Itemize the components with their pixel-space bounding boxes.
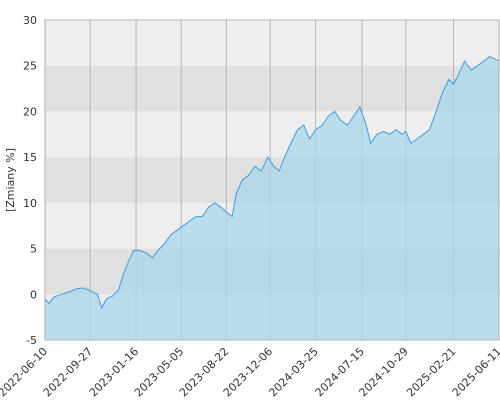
- y-tick-label: 30: [23, 14, 37, 27]
- y-tick-label: 25: [23, 60, 37, 73]
- grid-band: [45, 20, 499, 66]
- y-tick-label: 5: [30, 243, 37, 256]
- y-tick-label: 15: [23, 151, 37, 164]
- area: [45, 56, 499, 340]
- y-tick-label: 10: [23, 197, 37, 210]
- y-axis-label: [Zmiany %]: [4, 148, 17, 212]
- y-tick-label: 0: [30, 288, 37, 301]
- grid-band: [45, 65, 499, 112]
- y-tick-label: -5: [26, 334, 37, 347]
- y-tick-label: 20: [23, 105, 37, 118]
- line: [44, 56, 500, 310]
- plot-frame: [44, 19, 500, 341]
